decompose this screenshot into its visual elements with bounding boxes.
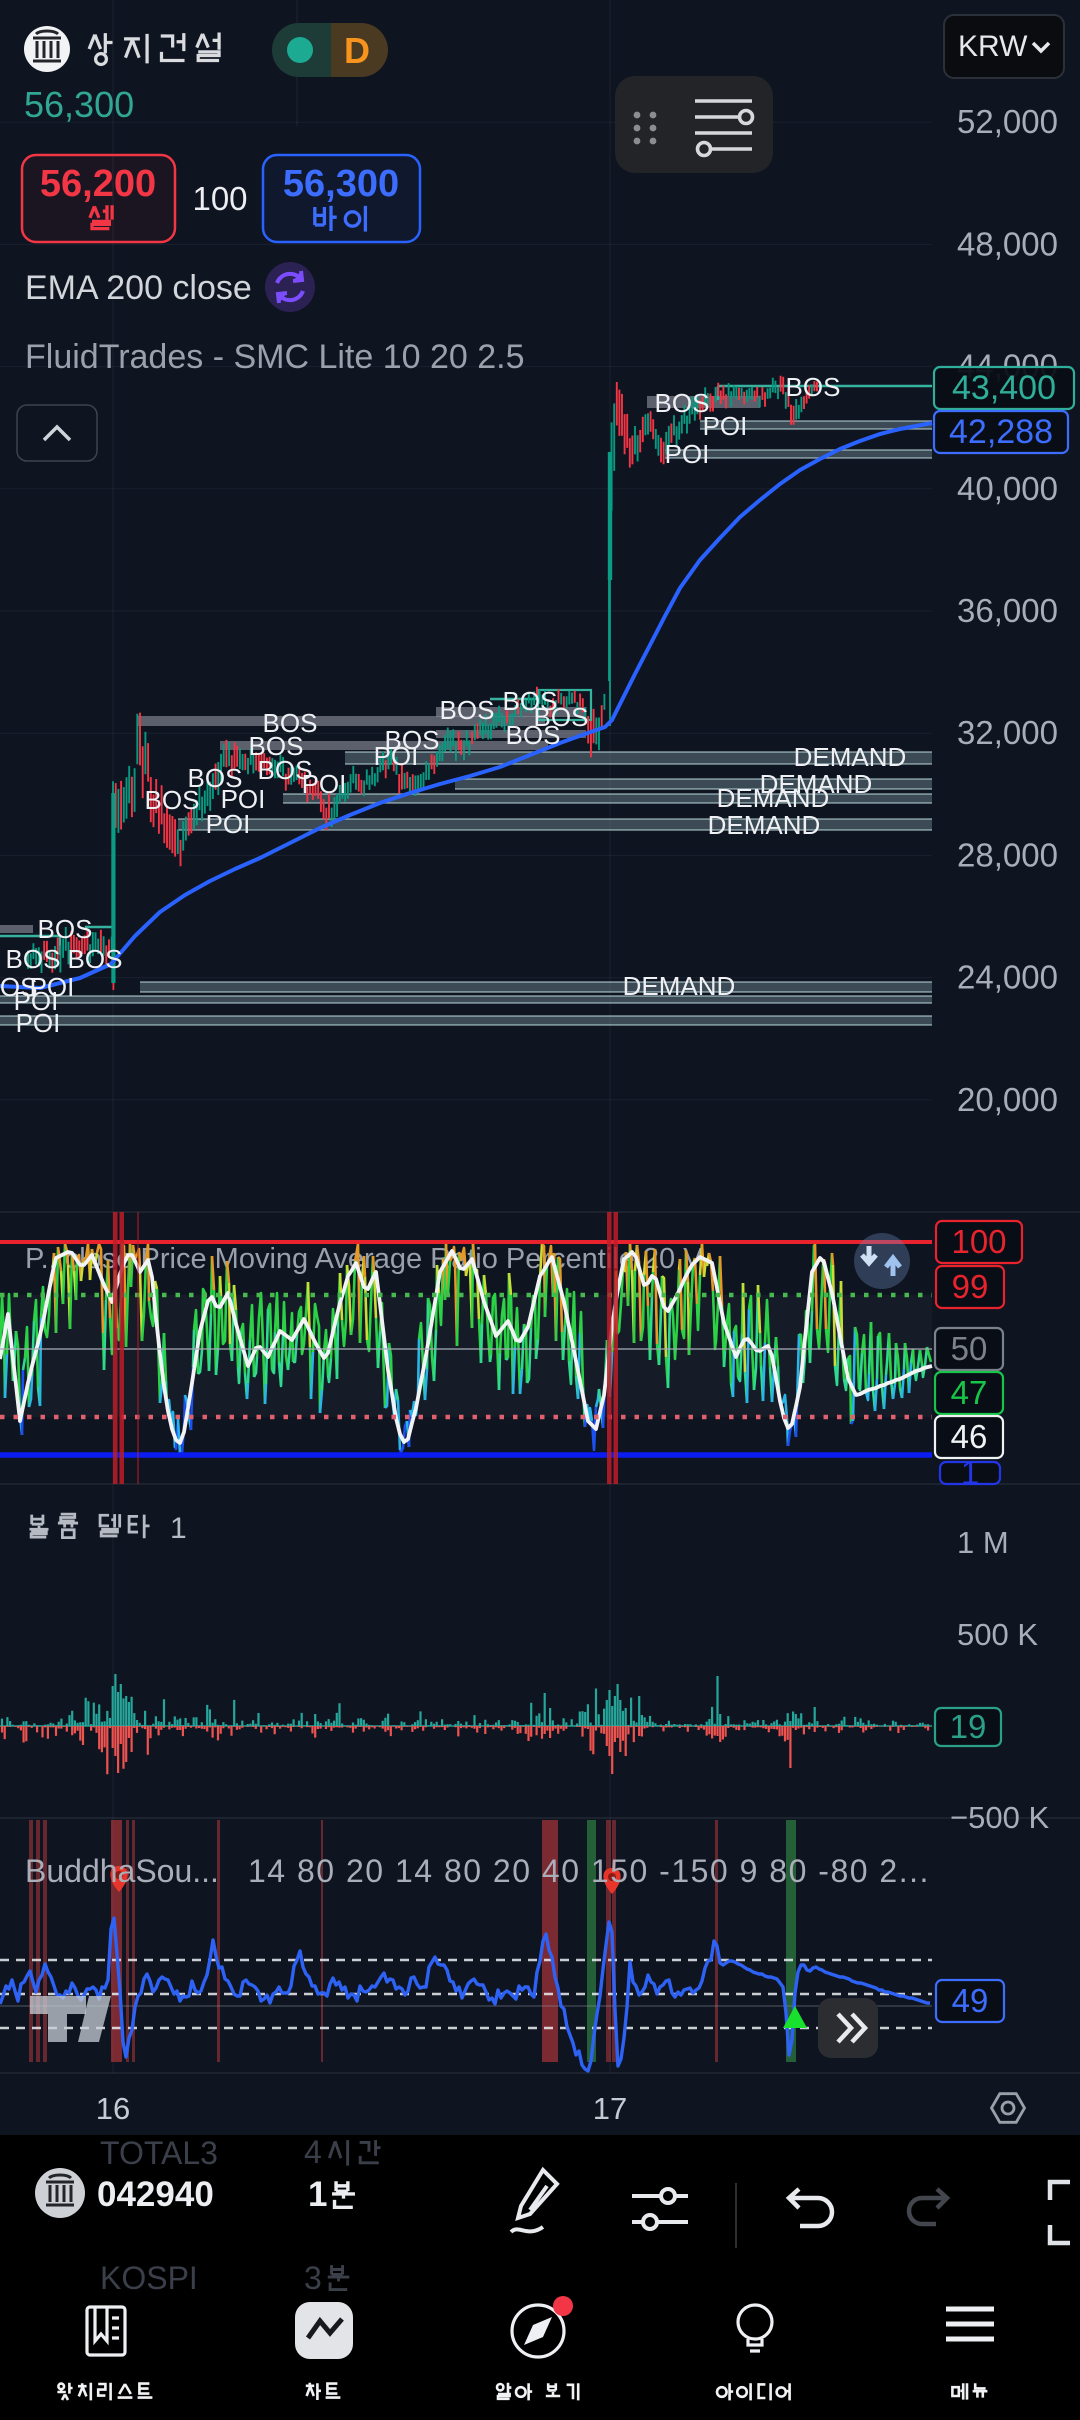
svg-text:DEMAND: DEMAND [717,783,830,813]
svg-text:BOS: BOS [263,708,318,738]
svg-text:BOS: BOS [440,695,495,725]
svg-text:POI: POI [374,741,419,771]
svg-text:500 K: 500 K [957,1617,1038,1652]
svg-text:48,000: 48,000 [957,225,1058,262]
svg-text:99: 99 [952,1268,989,1305]
svg-text:POI: POI [16,1008,61,1038]
svg-text:BOS: BOS [38,914,93,944]
svg-text:BOS: BOS [68,944,123,974]
svg-text:BOS: BOS [503,686,558,716]
svg-text:56,200: 56,200 [40,163,156,205]
svg-text:BuddhaSou...: BuddhaSou... [25,1853,219,1889]
svg-text:1: 1 [308,2175,327,2214]
svg-text:DEMAND: DEMAND [708,810,821,840]
svg-text:D: D [344,30,370,71]
svg-text:24,000: 24,000 [957,959,1058,996]
svg-text:FluidTrades - SMC Lite 10 20 2: FluidTrades - SMC Lite 10 20 2.5 [25,338,525,376]
svg-text:100: 100 [192,180,247,217]
svg-text:BOS: BOS [188,763,243,793]
svg-text:BOS: BOS [655,388,710,418]
svg-text:POI: POI [30,972,75,1002]
svg-text:BOS: BOS [6,944,61,974]
svg-text:POI: POI [206,809,251,839]
svg-text:BOS: BOS [145,785,200,815]
svg-text:20,000: 20,000 [957,1081,1058,1118]
svg-text:28,000: 28,000 [957,836,1058,873]
svg-text:50: 50 [951,1330,988,1367]
svg-text:1: 1 [170,1512,187,1545]
svg-text:BOS: BOS [0,972,37,1002]
svg-text:042940: 042940 [97,2175,214,2214]
svg-text:46: 46 [951,1418,988,1455]
svg-text:BOS: BOS [249,731,304,761]
svg-text:BOS: BOS [786,372,841,402]
svg-text:100: 100 [951,1223,1006,1260]
svg-text:POI: POI [221,784,266,814]
svg-text:36,000: 36,000 [957,592,1058,629]
svg-text:POI: POI [302,769,347,799]
svg-text:14 80 20 14 80 20 40 150 -150: 14 80 20 14 80 20 40 150 -150 9 80 -80 2… [248,1853,930,1889]
svg-text:56,300: 56,300 [283,163,399,205]
svg-text:4: 4 [304,2134,322,2170]
svg-text:32,000: 32,000 [957,714,1058,751]
svg-text:16: 16 [96,2091,130,2126]
svg-text:DEMAND: DEMAND [760,769,873,799]
svg-text:BOS: BOS [258,755,313,785]
svg-text:49: 49 [952,1982,989,2019]
svg-text:19: 19 [950,1708,987,1745]
svg-text:1: 1 [961,1454,979,1491]
svg-text:BOS: BOS [534,702,589,732]
svg-text:17: 17 [593,2091,627,2126]
svg-text:BOS: BOS [506,720,561,750]
svg-text:−500 K: −500 K [950,1800,1049,1835]
svg-text:DEMAND: DEMAND [794,742,907,772]
svg-text:POI: POI [14,986,59,1016]
svg-text:43,400: 43,400 [952,369,1056,407]
svg-text:KOSPI: KOSPI [100,2260,198,2296]
svg-text:52,000: 52,000 [957,103,1058,140]
svg-text:EMA 200 close: EMA 200 close [25,269,252,307]
svg-text:KRW: KRW [958,30,1028,63]
svg-text:1 M: 1 M [957,1525,1009,1560]
svg-text:TOTAL3: TOTAL3 [100,2135,218,2171]
svg-text:40,000: 40,000 [957,470,1058,507]
svg-text:POI: POI [665,439,710,469]
svg-text:47: 47 [951,1374,988,1411]
svg-text:56,300: 56,300 [24,84,134,125]
svg-text:BOS: BOS [385,725,440,755]
svg-text:DEMAND: DEMAND [623,971,736,1001]
svg-text:POI: POI [703,411,748,441]
svg-text:3: 3 [304,2260,322,2296]
svg-text:42,288: 42,288 [949,413,1053,451]
